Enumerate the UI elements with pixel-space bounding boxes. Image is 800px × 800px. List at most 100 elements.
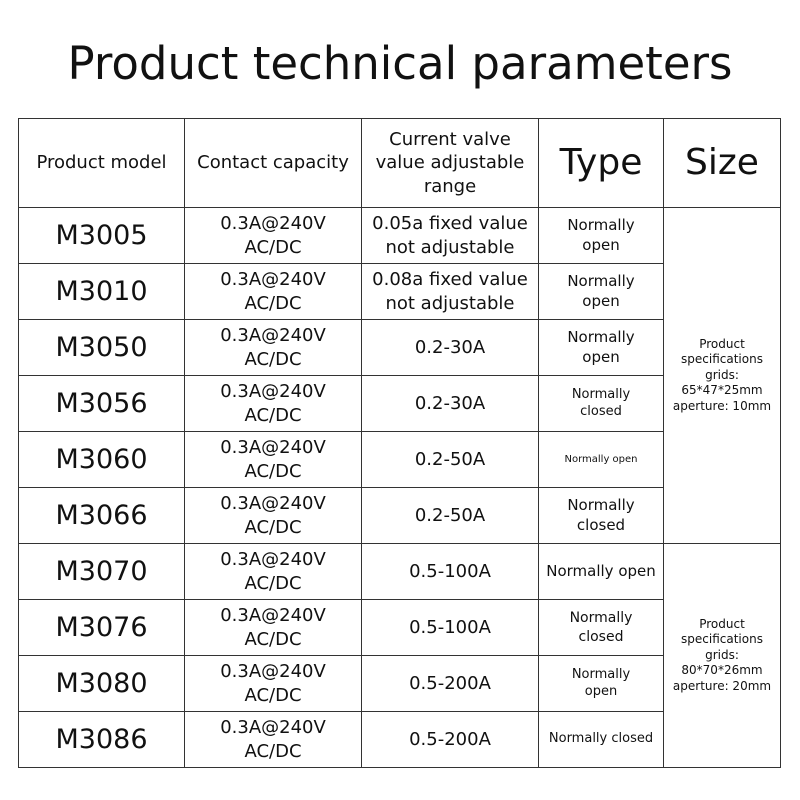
contact-capacity: 0.3A@240V AC/DC bbox=[220, 213, 326, 258]
current-range: 0.5-200A bbox=[409, 728, 491, 750]
current-range: 0.5-200A bbox=[409, 672, 491, 694]
header-text: Current valve value adjustable range bbox=[375, 128, 525, 197]
contact-capacity: 0.3A@240V AC/DC bbox=[220, 269, 326, 314]
table-row: M3005 0.3A@240V AC/DC 0.05a fixed value no… bbox=[18, 207, 781, 544]
current-range-cell: 0.5-100A bbox=[361, 543, 539, 600]
contact-type: Normally open bbox=[564, 454, 638, 465]
contact-capacity: 0.3A@240V AC/DC bbox=[220, 549, 326, 594]
contact-type: Normally closed bbox=[567, 496, 635, 534]
contact-type: Normally open bbox=[567, 216, 635, 254]
table-row: M3086 0.3A@240V AC/DC 0.5-200A Normally clo… bbox=[18, 711, 781, 768]
size-text: Product specifications grids: 80*70*26mm… bbox=[672, 616, 772, 693]
header-text: Type bbox=[559, 141, 643, 183]
size-cell: Product specifications grids: 80*70*26mm… bbox=[663, 543, 781, 768]
table-row: M3066 0.3A@240V AC/DC 0.2-50A Normally clos… bbox=[18, 487, 781, 544]
product-model-cell: M3060 bbox=[18, 431, 185, 488]
header-cell: Contact capacity bbox=[184, 118, 362, 208]
contact-type-cell: Normally closed bbox=[538, 711, 664, 768]
contact-capacity: 0.3A@240V AC/DC bbox=[220, 661, 326, 706]
current-range-cell: 0.2-50A bbox=[361, 431, 539, 488]
table-row: M3070 0.3A@240V AC/DC 0.5-100A Normally ope… bbox=[18, 543, 781, 768]
contact-type-cell: Normally open bbox=[538, 431, 664, 488]
contact-capacity-cell: 0.3A@240V AC/DC bbox=[184, 655, 362, 712]
contact-type: Normally open bbox=[567, 272, 635, 310]
header-cell: Size bbox=[663, 118, 781, 208]
header-text: Contact capacity bbox=[197, 152, 349, 174]
product-model-cell: M3076 bbox=[18, 599, 185, 656]
contact-type-cell: Normally closed bbox=[538, 599, 664, 656]
product-model: M3080 bbox=[55, 667, 148, 699]
contact-type: Normally closed bbox=[569, 610, 633, 645]
product-model-cell: M3050 bbox=[18, 319, 185, 376]
current-range-cell: 0.2-30A bbox=[361, 319, 539, 376]
current-range-cell: 0.5-100A bbox=[361, 599, 539, 656]
current-range: 0.2-30A bbox=[414, 336, 486, 358]
product-model-cell: M3086 bbox=[18, 711, 185, 768]
current-range: 0.08a fixed value not adjustable bbox=[372, 269, 528, 314]
contact-capacity: 0.3A@240V AC/DC bbox=[220, 325, 326, 370]
contact-capacity: 0.3A@240V AC/DC bbox=[220, 605, 326, 650]
current-range: 0.2-50A bbox=[414, 448, 486, 470]
table-row: M3050 0.3A@240V AC/DC 0.2-30A Normally open bbox=[18, 319, 781, 376]
product-model: M3086 bbox=[55, 723, 148, 755]
product-model-cell: M3070 bbox=[18, 543, 185, 600]
contact-capacity-cell: 0.3A@240V AC/DC bbox=[184, 711, 362, 768]
current-range-cell: 0.5-200A bbox=[361, 711, 539, 768]
contact-capacity-cell: 0.3A@240V AC/DC bbox=[184, 487, 362, 544]
table-row: M3060 0.3A@240V AC/DC 0.2-50A Normally open bbox=[18, 431, 781, 488]
current-range-cell: 0.08a fixed value not adjustable bbox=[361, 263, 539, 320]
header-cell: Type bbox=[538, 118, 664, 208]
product-model-cell: M3080 bbox=[18, 655, 185, 712]
current-range: 0.5-100A bbox=[409, 616, 491, 638]
table-row: M3010 0.3A@240V AC/DC 0.08a fixed value no… bbox=[18, 263, 781, 320]
product-model-cell: M3056 bbox=[18, 375, 185, 432]
contact-type: Normally closed bbox=[571, 386, 631, 419]
contact-capacity-cell: 0.3A@240V AC/DC bbox=[184, 599, 362, 656]
product-model: M3056 bbox=[55, 387, 148, 419]
parameters-table: Product model Contact capacity Current v… bbox=[18, 118, 781, 768]
table-row: M3056 0.3A@240V AC/DC 0.2-30A Normally clos… bbox=[18, 375, 781, 432]
current-range: 0.05a fixed value not adjustable bbox=[372, 213, 528, 258]
product-model: M3066 bbox=[55, 499, 148, 531]
contact-type-cell: Normally open bbox=[538, 655, 664, 712]
product-model: M3076 bbox=[55, 611, 148, 643]
size-cell: Product specifications grids: 65*47*25mm… bbox=[663, 207, 781, 544]
contact-capacity-cell: 0.3A@240V AC/DC bbox=[184, 375, 362, 432]
contact-type: Normally open bbox=[571, 666, 631, 699]
contact-type-cell: Normally open bbox=[538, 207, 664, 264]
contact-type-cell: Normally closed bbox=[538, 487, 664, 544]
contact-capacity: 0.3A@240V AC/DC bbox=[220, 493, 326, 538]
header-text: Product model bbox=[36, 152, 167, 174]
header-cell: Current valve value adjustable range bbox=[361, 118, 539, 208]
current-range: 0.5-100A bbox=[409, 560, 491, 582]
product-model: M3005 bbox=[55, 219, 148, 251]
current-range-cell: 0.2-50A bbox=[361, 487, 539, 544]
table-row: M3080 0.3A@240V AC/DC 0.5-200A Normally ope… bbox=[18, 655, 781, 712]
size-text: Product specifications grids: 65*47*25mm… bbox=[672, 336, 772, 413]
contact-capacity: 0.3A@240V AC/DC bbox=[220, 381, 326, 426]
current-range: 0.2-50A bbox=[414, 504, 486, 526]
current-range-cell: 0.5-200A bbox=[361, 655, 539, 712]
product-model: M3070 bbox=[55, 555, 148, 587]
table-row: M3076 0.3A@240V AC/DC 0.5-100A Normally clo… bbox=[18, 599, 781, 656]
header-row: Product model Contact capacity Current v… bbox=[18, 118, 781, 208]
product-model-cell: M3066 bbox=[18, 487, 185, 544]
product-model: M3060 bbox=[55, 443, 148, 475]
current-range: 0.2-30A bbox=[414, 392, 486, 414]
contact-capacity-cell: 0.3A@240V AC/DC bbox=[184, 543, 362, 600]
table-body: M3005 0.3A@240V AC/DC 0.05a fixed value no… bbox=[18, 207, 781, 768]
current-range-cell: 0.05a fixed value not adjustable bbox=[361, 207, 539, 264]
header-text: Size bbox=[685, 141, 759, 183]
contact-type-cell: Normally open bbox=[538, 319, 664, 376]
contact-capacity-cell: 0.3A@240V AC/DC bbox=[184, 431, 362, 488]
contact-capacity-cell: 0.3A@240V AC/DC bbox=[184, 319, 362, 376]
contact-type-cell: Normally closed bbox=[538, 375, 664, 432]
contact-capacity: 0.3A@240V AC/DC bbox=[220, 437, 326, 482]
title: Product technical parameters bbox=[67, 37, 733, 90]
product-model-cell: M3005 bbox=[18, 207, 185, 264]
contact-capacity: 0.3A@240V AC/DC bbox=[220, 717, 326, 762]
contact-capacity-cell: 0.3A@240V AC/DC bbox=[184, 263, 362, 320]
contact-type-cell: Normally open bbox=[538, 543, 664, 600]
contact-type: Normally open bbox=[546, 561, 656, 580]
